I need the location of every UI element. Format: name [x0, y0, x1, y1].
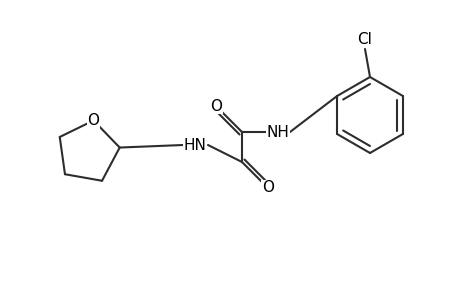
- Text: O: O: [262, 181, 274, 196]
- Text: HN: HN: [183, 137, 206, 152]
- Text: O: O: [210, 98, 222, 113]
- Text: Cl: Cl: [357, 32, 372, 46]
- Text: O: O: [87, 113, 99, 128]
- Text: NH: NH: [266, 124, 289, 140]
